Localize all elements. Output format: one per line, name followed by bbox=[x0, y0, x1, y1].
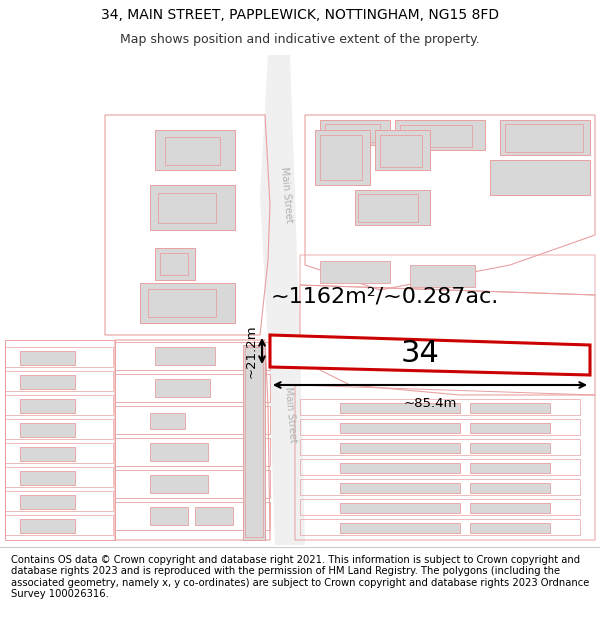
Text: ~1162m²/~0.287ac.: ~1162m²/~0.287ac. bbox=[271, 287, 499, 307]
Bar bbox=[300, 439, 580, 455]
Bar bbox=[20, 519, 75, 533]
Bar bbox=[340, 503, 460, 513]
Bar bbox=[115, 342, 270, 370]
Bar bbox=[158, 193, 216, 223]
Bar bbox=[470, 443, 550, 453]
Bar bbox=[115, 502, 270, 530]
Bar bbox=[5, 347, 113, 367]
Bar bbox=[155, 379, 210, 397]
Text: ~21.2m: ~21.2m bbox=[245, 324, 258, 378]
Text: Contains OS data © Crown copyright and database right 2021. This information is : Contains OS data © Crown copyright and d… bbox=[11, 554, 589, 599]
Bar bbox=[340, 483, 460, 493]
Bar bbox=[150, 507, 188, 525]
Bar bbox=[115, 374, 270, 402]
Bar bbox=[400, 125, 472, 147]
Bar bbox=[155, 347, 215, 365]
Bar bbox=[160, 253, 188, 275]
Bar bbox=[20, 375, 75, 389]
Bar bbox=[20, 423, 75, 437]
Bar bbox=[165, 137, 220, 165]
Bar bbox=[320, 120, 390, 145]
Text: 34: 34 bbox=[401, 339, 439, 367]
Bar bbox=[470, 463, 550, 473]
Bar bbox=[355, 190, 430, 225]
Bar bbox=[5, 443, 113, 463]
Bar bbox=[195, 507, 233, 525]
Bar bbox=[115, 406, 270, 434]
Bar bbox=[5, 515, 113, 535]
Polygon shape bbox=[270, 335, 590, 375]
Bar bbox=[470, 483, 550, 493]
Bar bbox=[245, 347, 263, 537]
Bar bbox=[300, 459, 580, 475]
Bar bbox=[5, 371, 113, 391]
Bar bbox=[340, 423, 460, 433]
Bar bbox=[505, 124, 583, 152]
Text: ~85.4m: ~85.4m bbox=[403, 397, 457, 410]
Text: Map shows position and indicative extent of the property.: Map shows position and indicative extent… bbox=[120, 33, 480, 46]
Bar bbox=[20, 399, 75, 413]
Bar bbox=[155, 248, 195, 280]
Bar bbox=[148, 289, 216, 317]
Bar bbox=[140, 283, 235, 323]
Bar bbox=[490, 160, 590, 195]
Bar bbox=[410, 265, 475, 287]
Bar bbox=[380, 135, 422, 167]
Bar bbox=[150, 413, 185, 429]
Bar bbox=[315, 130, 370, 185]
Text: Main Street: Main Street bbox=[278, 166, 293, 224]
Bar bbox=[358, 194, 418, 222]
Bar bbox=[20, 471, 75, 485]
Bar bbox=[150, 185, 235, 230]
Bar bbox=[470, 503, 550, 513]
Bar bbox=[470, 423, 550, 433]
Bar bbox=[300, 399, 580, 415]
Text: 34, MAIN STREET, PAPPLEWICK, NOTTINGHAM, NG15 8FD: 34, MAIN STREET, PAPPLEWICK, NOTTINGHAM,… bbox=[101, 8, 499, 22]
Bar bbox=[470, 523, 550, 533]
Bar bbox=[470, 403, 550, 413]
Polygon shape bbox=[260, 55, 305, 545]
Bar bbox=[155, 130, 235, 170]
Bar bbox=[320, 135, 362, 180]
Bar bbox=[20, 447, 75, 461]
Bar bbox=[115, 438, 270, 466]
Bar bbox=[395, 120, 485, 150]
Bar bbox=[150, 443, 208, 461]
Bar bbox=[340, 523, 460, 533]
Bar bbox=[500, 120, 590, 155]
Bar bbox=[300, 519, 580, 535]
Bar bbox=[300, 499, 580, 515]
Bar bbox=[5, 419, 113, 439]
Bar bbox=[150, 475, 208, 493]
Bar bbox=[20, 351, 75, 365]
Bar bbox=[300, 419, 580, 435]
Bar bbox=[340, 443, 460, 453]
Bar bbox=[340, 403, 460, 413]
Bar bbox=[325, 124, 380, 142]
Bar bbox=[5, 491, 113, 511]
Text: Main Street: Main Street bbox=[283, 386, 298, 444]
Bar bbox=[5, 467, 113, 487]
Bar bbox=[20, 495, 75, 509]
Bar bbox=[340, 463, 460, 473]
Bar bbox=[375, 130, 430, 170]
Bar bbox=[5, 395, 113, 415]
Bar bbox=[300, 479, 580, 495]
Bar bbox=[320, 261, 390, 283]
Bar bbox=[243, 345, 265, 540]
Bar bbox=[115, 470, 270, 498]
